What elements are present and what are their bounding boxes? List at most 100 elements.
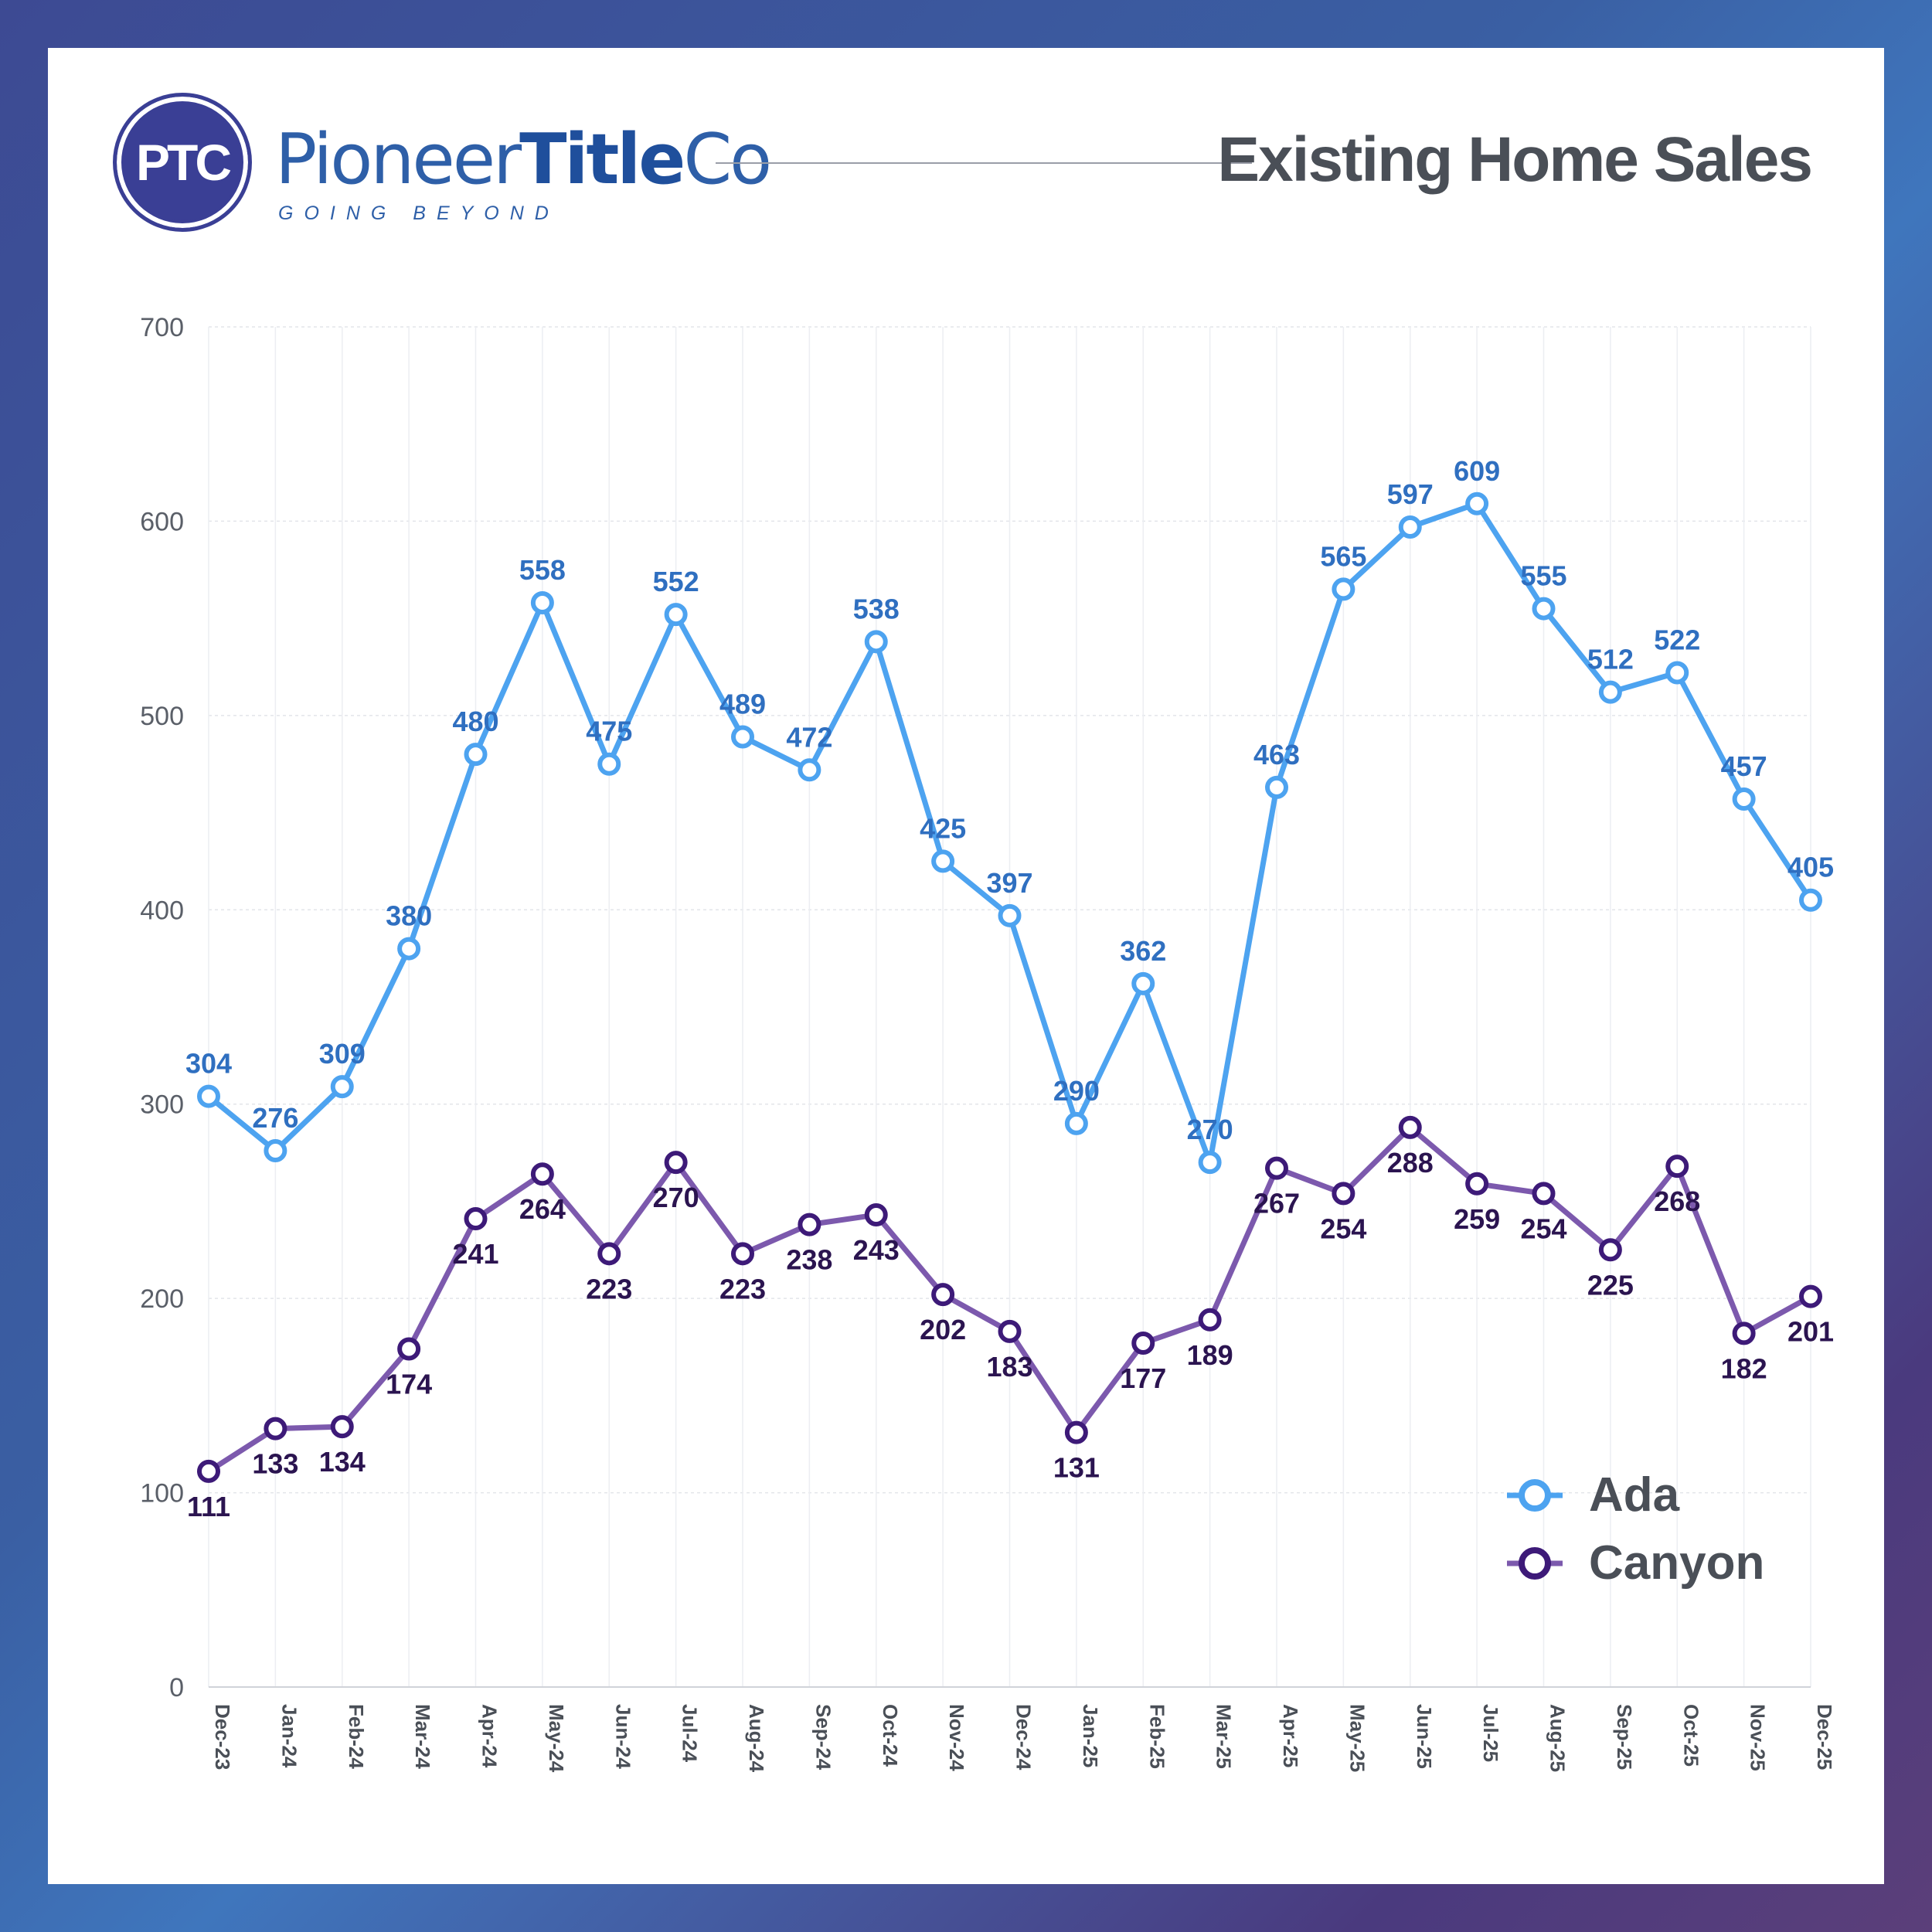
data-label-ada: 290 (1053, 1075, 1100, 1107)
y-tick-label: 400 (140, 896, 184, 925)
brand-name-part3: Co (683, 119, 772, 200)
data-label-canyon: 201 (1787, 1316, 1834, 1348)
data-point-canyon (931, 1283, 955, 1307)
data-point-ada (864, 630, 888, 654)
data-point-canyon (1598, 1238, 1622, 1262)
data-label-ada: 609 (1454, 455, 1500, 487)
data-label-ada: 558 (519, 554, 566, 586)
x-tick-label: Jan-24 (277, 1704, 301, 1768)
data-label-canyon: 270 (653, 1182, 699, 1213)
legend-canyon-label: Canyon (1589, 1536, 1765, 1590)
data-label-ada: 270 (1187, 1114, 1233, 1145)
legend-ada-label: Ada (1589, 1468, 1680, 1522)
data-point-ada (1064, 1111, 1088, 1135)
data-point-canyon (1198, 1308, 1222, 1332)
x-tick-label: Nov-25 (1747, 1704, 1770, 1771)
brand-name-part1: Pioneer (275, 119, 522, 200)
x-tick-label: Jul-24 (679, 1704, 702, 1763)
ptc-logo-badge (113, 93, 252, 232)
data-label-ada: 463 (1253, 739, 1300, 770)
data-point-ada (330, 1075, 354, 1099)
data-label-canyon: 202 (920, 1314, 966, 1345)
x-tick-label: Aug-24 (745, 1704, 768, 1773)
brand-name-part2: Title (519, 119, 685, 200)
data-point-canyon (330, 1415, 354, 1439)
data-point-canyon (1398, 1115, 1422, 1139)
x-tick-label: Jun-24 (611, 1704, 634, 1769)
data-point-canyon (464, 1207, 488, 1231)
x-tick-label: Jul-25 (1479, 1704, 1502, 1762)
data-point-ada (597, 752, 621, 776)
data-point-ada (664, 603, 688, 627)
data-point-canyon (597, 1242, 621, 1266)
data-point-ada (1799, 888, 1822, 912)
data-label-canyon: 268 (1654, 1185, 1700, 1217)
x-tick-label: Dec-23 (211, 1704, 234, 1770)
data-label-canyon: 223 (586, 1273, 632, 1304)
data-label-ada: 489 (719, 689, 766, 720)
data-point-ada (1732, 787, 1756, 811)
data-point-canyon (1665, 1155, 1689, 1179)
y-tick-label: 300 (140, 1090, 184, 1120)
x-tick-label: Oct-25 (1679, 1704, 1702, 1767)
legend-item-canyon: Canyon (1507, 1536, 1764, 1590)
data-label-ada: 522 (1654, 624, 1700, 656)
legend-ada-marker-icon (1507, 1479, 1563, 1512)
x-tick-label: Mar-24 (411, 1704, 434, 1769)
data-label-canyon: 243 (853, 1234, 900, 1266)
x-tick-label: May-24 (545, 1704, 568, 1773)
data-label-ada: 362 (1120, 935, 1166, 967)
data-label-ada: 475 (586, 716, 632, 747)
y-tick-label: 500 (140, 702, 184, 731)
x-tick-label: Nov-24 (945, 1704, 968, 1771)
data-label-canyon: 264 (519, 1193, 566, 1225)
data-label-canyon: 174 (386, 1369, 432, 1400)
data-label-canyon: 183 (986, 1351, 1032, 1383)
legend-canyon-marker-icon (1507, 1547, 1563, 1580)
data-point-canyon (1064, 1420, 1088, 1444)
y-tick-label: 200 (140, 1284, 184, 1314)
data-point-canyon (1131, 1331, 1155, 1355)
brand-name: PioneerTitleCo (275, 117, 772, 202)
data-point-ada (530, 591, 554, 615)
data-point-canyon (731, 1242, 754, 1266)
x-tick-label: Feb-24 (345, 1704, 368, 1769)
x-tick-label: Dec-24 (1012, 1704, 1036, 1770)
data-label-ada: 552 (653, 566, 699, 597)
data-point-canyon (998, 1319, 1022, 1343)
data-label-ada: 397 (986, 867, 1032, 899)
data-label-canyon: 131 (1053, 1452, 1100, 1484)
x-tick-label: Dec-25 (1813, 1704, 1836, 1770)
data-label-ada: 512 (1587, 644, 1634, 675)
x-tick-label: Jan-25 (1079, 1704, 1102, 1767)
data-label-canyon: 241 (452, 1238, 498, 1270)
x-tick-label: Mar-25 (1213, 1704, 1236, 1769)
data-point-ada (264, 1139, 287, 1163)
data-label-ada: 276 (252, 1102, 298, 1134)
data-label-canyon: 111 (187, 1491, 230, 1522)
x-tick-label: Sep-24 (811, 1704, 835, 1770)
data-label-canyon: 223 (719, 1273, 766, 1304)
x-tick-label: Oct-24 (879, 1704, 902, 1767)
data-point-ada (1398, 515, 1422, 539)
data-label-ada: 538 (853, 593, 900, 624)
data-point-ada (464, 743, 488, 767)
data-label-ada: 480 (452, 706, 498, 737)
data-label-ada: 304 (185, 1048, 232, 1080)
data-label-ada: 565 (1320, 540, 1366, 572)
data-label-ada: 380 (386, 900, 432, 932)
data-point-canyon (264, 1417, 287, 1440)
data-point-canyon (1265, 1156, 1288, 1180)
chart-card (48, 48, 1884, 1884)
data-label-canyon: 225 (1587, 1269, 1634, 1301)
data-point-canyon (664, 1151, 688, 1175)
data-point-ada (798, 758, 821, 782)
data-label-ada: 457 (1721, 750, 1767, 782)
data-point-canyon (1465, 1172, 1489, 1196)
data-point-ada (1598, 680, 1622, 704)
data-label-canyon: 133 (252, 1448, 298, 1480)
data-point-ada (1665, 661, 1689, 685)
y-tick-label: 600 (140, 507, 184, 536)
data-point-ada (1131, 971, 1155, 995)
data-label-canyon: 238 (786, 1244, 832, 1276)
